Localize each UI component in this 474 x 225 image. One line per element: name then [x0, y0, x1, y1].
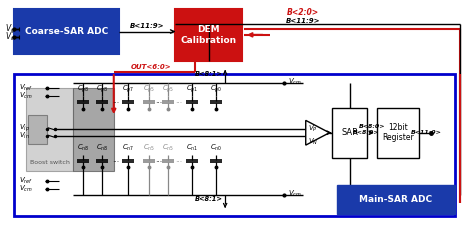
Text: $V_{ref}$: $V_{ref}$: [19, 176, 33, 186]
Bar: [14, 74, 455, 216]
Text: ...: ...: [155, 155, 163, 164]
Text: $C_{n7}$: $C_{n7}$: [122, 143, 134, 153]
Text: DEM
Calibration: DEM Calibration: [181, 25, 237, 45]
Text: B<8:1>: B<8:1>: [195, 71, 222, 77]
Bar: [14, 9, 118, 54]
Bar: [337, 184, 455, 214]
Text: $V_{cm}$: $V_{cm}$: [19, 91, 33, 101]
Text: $V_{ip}$: $V_{ip}$: [5, 23, 17, 36]
Text: SAR: SAR: [341, 128, 358, 137]
Text: $C_{p0}$: $C_{p0}$: [210, 84, 222, 95]
Text: B<8:0>: B<8:0>: [353, 130, 380, 135]
Bar: [377, 108, 419, 158]
Text: ...: ...: [155, 96, 163, 105]
Text: B<2:0>: B<2:0>: [287, 8, 319, 17]
Text: $C_{p8}$: $C_{p8}$: [77, 84, 89, 95]
Text: $C_{n0}$: $C_{n0}$: [210, 143, 222, 153]
Polygon shape: [306, 120, 329, 145]
Text: $V_{in}$: $V_{in}$: [5, 31, 17, 43]
Text: $V_N$: $V_N$: [308, 137, 319, 147]
Text: Coarse-SAR ADC: Coarse-SAR ADC: [25, 27, 108, 36]
Text: $V_{ref}$: $V_{ref}$: [19, 83, 33, 93]
Text: $C_{p1}$: $C_{p1}$: [186, 84, 198, 95]
Text: OUT<6:0>: OUT<6:0>: [130, 65, 171, 70]
Text: $C_{n8}$: $C_{n8}$: [77, 143, 89, 153]
Text: ...: ...: [112, 155, 120, 164]
Text: $V_{cm}$: $V_{cm}$: [19, 184, 33, 194]
Text: ...: ...: [112, 96, 120, 105]
Text: $C_{p7}$: $C_{p7}$: [122, 84, 134, 95]
Text: $V_{in}$: $V_{in}$: [19, 131, 30, 141]
Text: $C_{n5}$: $C_{n5}$: [162, 143, 174, 153]
Text: ...: ...: [175, 96, 183, 105]
Text: Boost switch: Boost switch: [30, 160, 70, 164]
Text: 12bit: 12bit: [388, 123, 408, 132]
Text: ...: ...: [175, 155, 183, 164]
Text: $C_{n5}$: $C_{n5}$: [143, 143, 155, 153]
Text: B<8:0>: B<8:0>: [359, 124, 385, 128]
Bar: [73, 88, 114, 171]
Text: B<8:1>: B<8:1>: [195, 196, 222, 202]
Text: $V_{cm}$: $V_{cm}$: [288, 189, 302, 199]
Text: $C_{n1}$: $C_{n1}$: [186, 143, 198, 153]
Text: B<11:9>: B<11:9>: [286, 18, 320, 24]
Bar: [332, 108, 367, 158]
Text: $V_{cm}$: $V_{cm}$: [288, 76, 302, 87]
Bar: [26, 88, 73, 171]
Text: Register: Register: [383, 133, 414, 142]
Text: $C_{p5}$: $C_{p5}$: [162, 84, 174, 95]
Text: $C_{n8}$: $C_{n8}$: [96, 143, 108, 153]
Text: $C_{p5}$: $C_{p5}$: [143, 84, 155, 95]
Text: Main-SAR ADC: Main-SAR ADC: [359, 195, 432, 204]
Bar: [28, 115, 47, 144]
Text: B<11:9>: B<11:9>: [130, 23, 164, 29]
Text: $V_{ip}$: $V_{ip}$: [19, 123, 30, 135]
Text: $C_{p8}$: $C_{p8}$: [96, 84, 108, 95]
Bar: [175, 9, 242, 61]
Text: $V_P$: $V_P$: [308, 124, 318, 135]
Text: B<11:0>: B<11:0>: [411, 130, 442, 135]
